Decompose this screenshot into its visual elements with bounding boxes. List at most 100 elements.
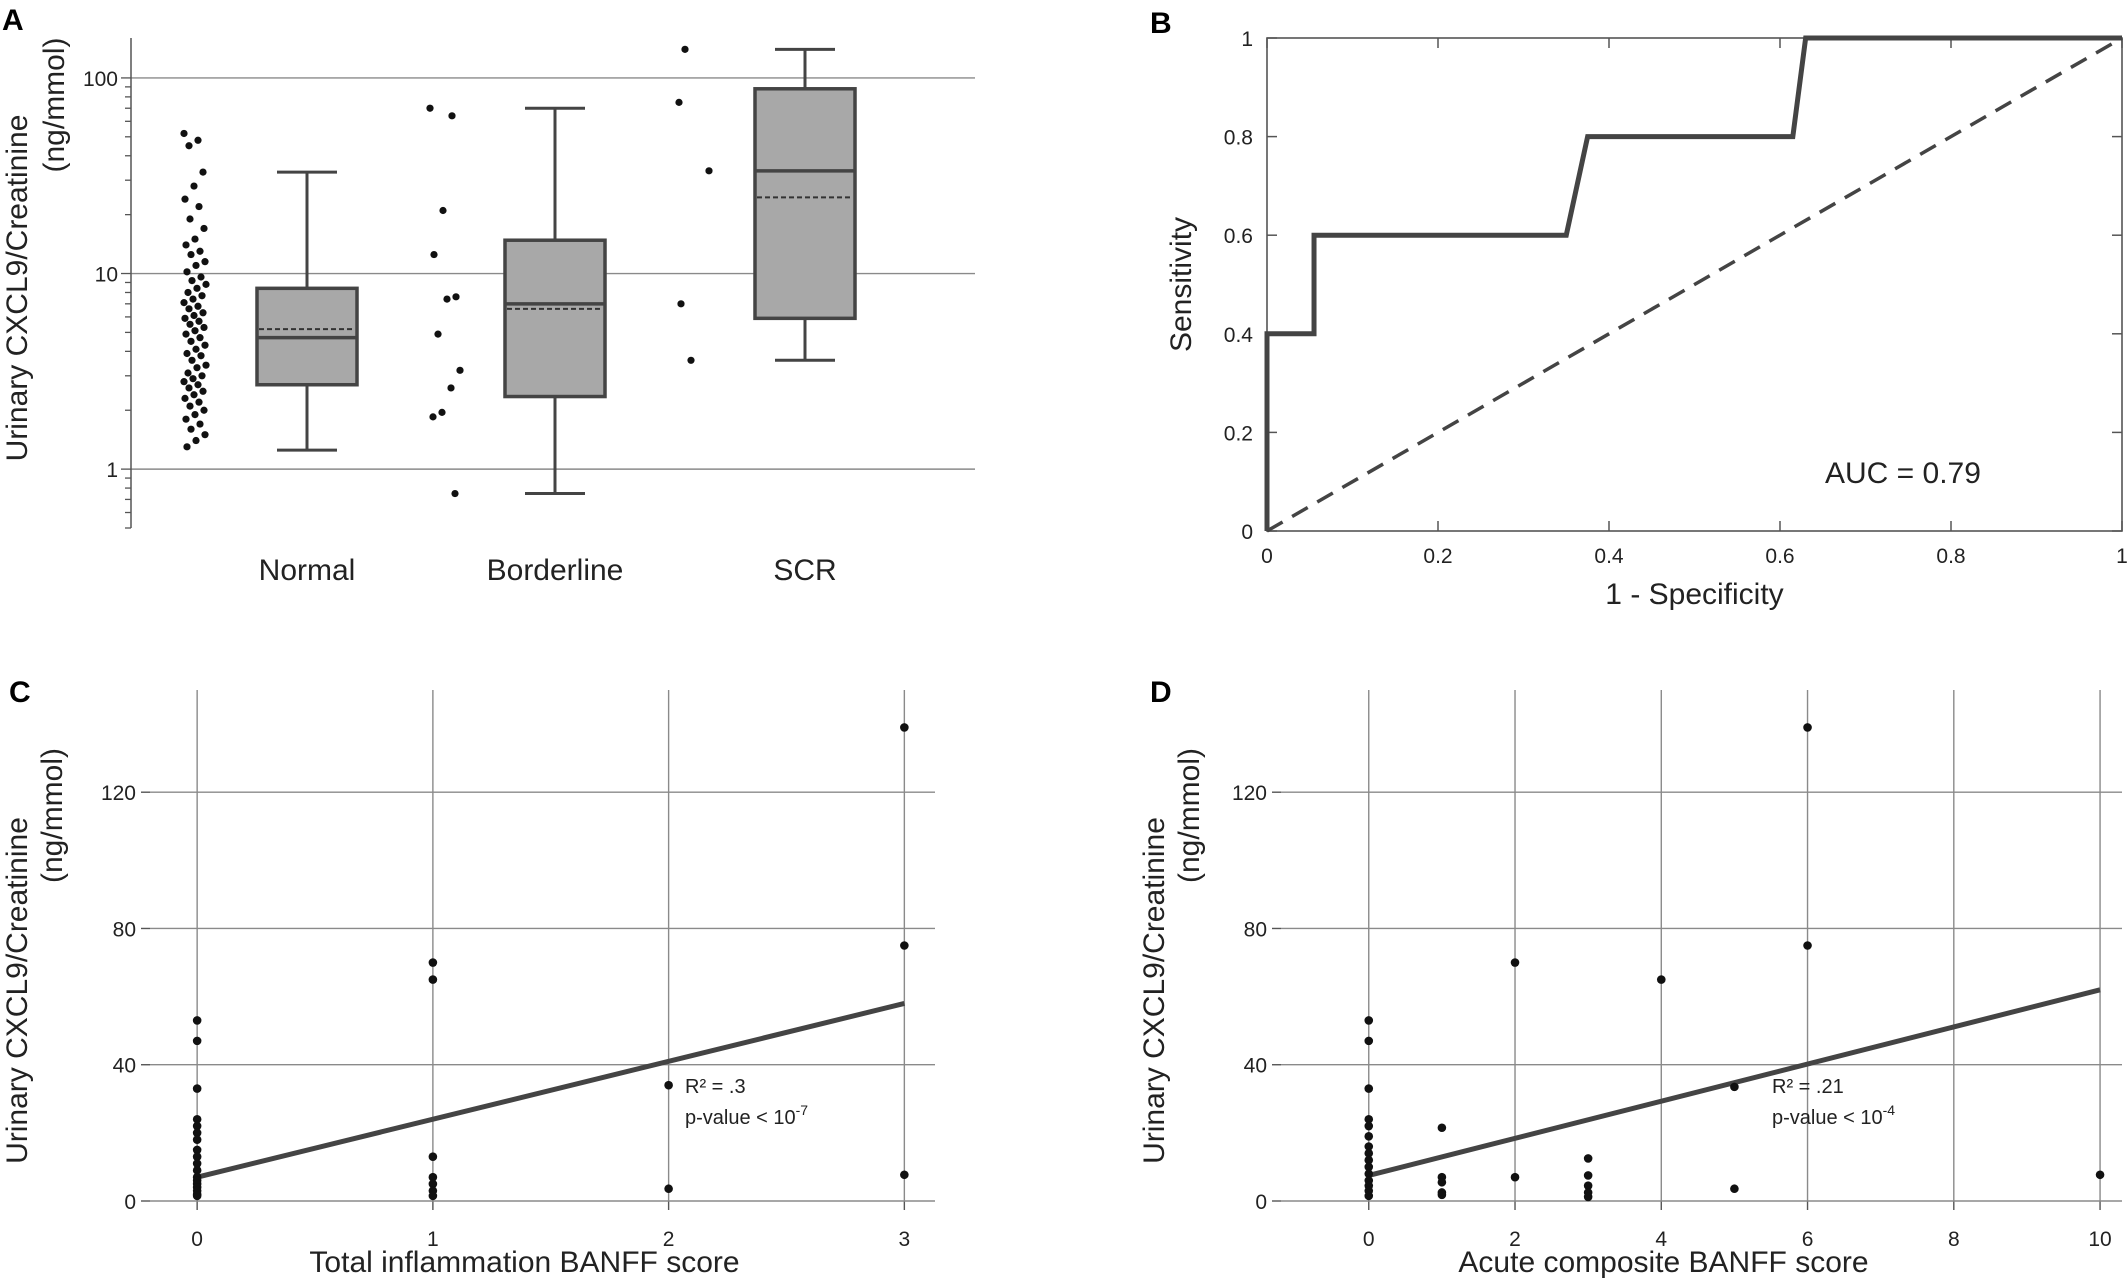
d-data-point [1364, 1191, 1374, 1201]
b-y-tick-label-5: 1 [1241, 28, 1253, 51]
a-data-point [202, 280, 210, 288]
d-data-point [1583, 1192, 1593, 1202]
a-data-point [188, 356, 196, 364]
a-data-point [181, 394, 189, 402]
a-data-point [180, 299, 188, 307]
a-data-point [192, 261, 200, 270]
d-data-point [1364, 1114, 1374, 1124]
a-data-point [197, 352, 205, 360]
panel-c-scatter: 0 1 2 3 0 40 80 120 Total inflammation BANFF sco… [1, 690, 935, 1278]
d-x-tick-label-3: 6 [1802, 1228, 1814, 1251]
a-data-point [187, 250, 195, 259]
a-data-point [181, 195, 189, 203]
a-data-point [190, 391, 198, 399]
c-data-point [192, 1114, 202, 1124]
a-data-point [201, 341, 209, 349]
c-data-point [192, 1191, 202, 1201]
b-x-tick-label-0: 0 [1261, 545, 1273, 568]
a-data-point [193, 284, 201, 292]
a-data-point [184, 369, 192, 377]
d-x-tick-label-5: 10 [2088, 1228, 2111, 1251]
a-data-point [190, 182, 198, 190]
d-data-point [1656, 975, 1666, 984]
c-y-axis-title-line1: Urinary CXCL9/Creatinine [1, 817, 34, 1164]
c-x-axis-title: Total inflammation BANFF score [309, 1246, 739, 1278]
panel-label-d: D [1150, 676, 1172, 709]
a-data-point [185, 384, 193, 392]
d-data-point [1364, 1162, 1374, 1172]
c-x-tick-label-3: 3 [899, 1228, 911, 1251]
a-data-point [182, 241, 190, 249]
a-data-point [191, 410, 199, 419]
d-data-point [1583, 1181, 1593, 1190]
d-data-point [1730, 1184, 1739, 1194]
c-data-point [192, 1159, 202, 1168]
d-data-point [1364, 1169, 1374, 1179]
a-data-point [201, 431, 209, 439]
d-data-point [1437, 1190, 1447, 1200]
c-data-point [192, 1152, 202, 1162]
d-x-tick-label-1: 2 [1509, 1228, 1521, 1251]
c-p-value-label: p-value < 10 [685, 1107, 796, 1129]
a-y-tick-label-1: 10 [95, 264, 118, 287]
a-data-point [193, 364, 201, 372]
d-data-point [1364, 1142, 1374, 1151]
a-data-point [430, 250, 438, 259]
a-data-point [189, 295, 197, 303]
a-data-point [182, 415, 190, 423]
a-y-axis-title-line1: Urinary CXCL9/Creatinine [1, 115, 34, 462]
c-data-point [900, 941, 909, 950]
d-data-point [1364, 1016, 1374, 1025]
a-y-tick-label-0: 1 [106, 459, 118, 482]
a-data-point [183, 443, 191, 451]
d-data-point [2095, 1170, 2105, 1180]
a-data-point [195, 317, 203, 325]
a-data-point [200, 406, 208, 414]
c-data-point [192, 1084, 202, 1093]
d-data-point [1803, 723, 1812, 732]
c-data-point [428, 958, 438, 967]
a-data-point [705, 167, 713, 175]
a-y-axis-title-line2: (ng/mmol) [38, 37, 71, 172]
a-data-point [195, 398, 203, 406]
c-data-point [192, 1166, 202, 1175]
c-r-squared-value: = .3 [706, 1076, 745, 1098]
c-data-point [192, 1016, 202, 1025]
d-r-squared-label: R² [1772, 1076, 1793, 1098]
c-data-point [664, 1184, 673, 1194]
b-x-tick-label-5: 1 [2116, 545, 2128, 568]
d-data-point [1364, 1084, 1374, 1093]
a-data-point [438, 408, 446, 416]
a-data-point [191, 327, 199, 335]
a-data-point [199, 387, 207, 395]
b-y-tick-label-0: 0 [1241, 521, 1253, 544]
a-data-point [200, 323, 208, 332]
a-data-point [192, 436, 200, 445]
c-data-point [428, 975, 438, 984]
c-y-tick-label-1: 40 [113, 1055, 136, 1078]
a-data-point [188, 277, 196, 285]
a-data-point [198, 292, 206, 300]
b-y-tick-label-3: 0.6 [1224, 225, 1253, 248]
c-data-point [192, 1121, 202, 1131]
a-data-point [451, 489, 459, 498]
a-data-point [201, 258, 209, 266]
d-y-tick-label-2: 80 [1244, 918, 1267, 941]
a-category-label-normal: Normal [259, 554, 356, 587]
c-data-point [428, 1191, 438, 1201]
d-data-point [1510, 1172, 1520, 1182]
c-data-point [192, 1145, 202, 1155]
a-data-point [181, 314, 189, 322]
a-data-point [195, 202, 203, 211]
a-data-point [186, 215, 194, 223]
d-data-point [1583, 1154, 1593, 1163]
d-y-tick-label-0: 0 [1255, 1191, 1267, 1214]
d-data-point [1364, 1149, 1374, 1158]
d-r-squared-value: = .21 [1793, 1076, 1844, 1098]
a-y-tick-label-2: 100 [83, 68, 118, 91]
a-data-point [190, 311, 198, 320]
a-data-point [681, 45, 689, 53]
d-r-squared-annotation: R² = .21 [1772, 1076, 1844, 1098]
b-y-tick-label-2: 0.4 [1224, 324, 1254, 347]
d-data-point [1583, 1171, 1593, 1180]
